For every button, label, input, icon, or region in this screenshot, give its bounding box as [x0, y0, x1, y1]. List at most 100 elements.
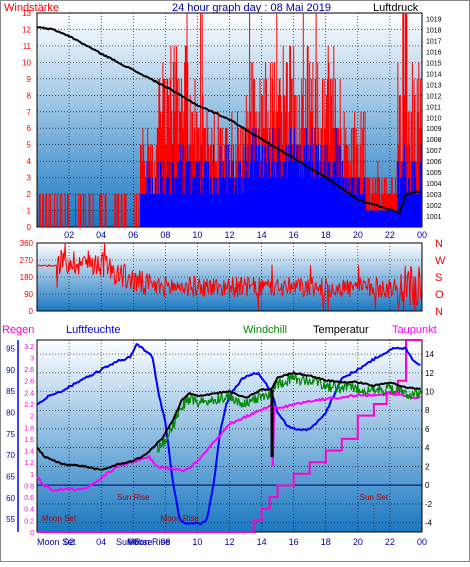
wind-y-tick-label: 5	[27, 141, 32, 150]
wind-y-tick-label: 11	[23, 42, 32, 51]
pressure-y-tick-label: 1015	[426, 60, 442, 67]
climate-x-tick-label: 02	[64, 537, 74, 547]
wind-y-tick-label: 9	[27, 75, 32, 84]
pressure-y-tick-label: 1018	[426, 27, 442, 34]
astro-annotation: Sun Rise	[117, 493, 150, 502]
rain-y-tick-label: 0.2	[24, 518, 34, 525]
humidity-y-tick-label: 60	[6, 494, 15, 503]
direction-y-tick-label: 90	[24, 290, 33, 299]
dewpoint-line	[36, 391, 421, 493]
temperature-y-tick-label: 2	[425, 462, 430, 471]
rain-y-tick-label: 3.2	[24, 344, 34, 351]
wind-x-tick-label: 10	[192, 230, 202, 240]
pressure-y-tick-label: 1011	[426, 104, 441, 111]
humidity-y-tick-label: 80	[6, 409, 15, 418]
humidity-y-tick-label: 85	[6, 387, 15, 396]
direction-y-tick-label: 180	[20, 273, 34, 282]
pressure-label: Luftdruck	[373, 2, 419, 14]
wind-y-tick-label: 1	[27, 207, 32, 216]
wind-x-tick-label: 04	[96, 230, 106, 240]
wind-direction-series	[36, 242, 422, 311]
climate-x-tick-label: 04	[96, 537, 106, 547]
dewpoint-label: Taupunkt	[392, 324, 437, 336]
pressure-y-tick-label: 1010	[426, 115, 442, 122]
chart-title: 24 hour graph day : 08 Mai 2019	[172, 2, 331, 14]
climate-x-tick-label: 22	[385, 537, 395, 547]
astro-annotation: Sun Set	[360, 493, 389, 502]
pressure-y-tick-label: 1005	[426, 170, 442, 177]
direction-y-tick-label: 0	[29, 307, 34, 316]
climate-x-tick-label: 06	[128, 537, 138, 547]
wind-x-tick-label: 16	[289, 230, 299, 240]
wind-y-tick-label: 3	[27, 174, 32, 183]
rain-y-tick-label: 0.8	[24, 483, 34, 490]
climate-panel-grid	[37, 340, 423, 532]
temperature-y-tick-label: 0	[425, 481, 430, 490]
direction-y-tick-label: 270	[20, 256, 34, 265]
pressure-y-tick-label: 1004	[426, 181, 442, 188]
wind-x-tick-label: 12	[224, 230, 234, 240]
humidity-y-tick-label: 95	[6, 345, 15, 354]
temperature-y-tick-label: 10	[425, 388, 434, 397]
temperature-y-tick-label: 4	[425, 444, 430, 453]
rain-y-tick-label: 3	[30, 355, 34, 362]
wind-y-tick-label: 2	[27, 190, 32, 199]
pressure-y-tick-label: 1016	[426, 49, 442, 56]
wind-strength-label: Windstärke	[4, 2, 59, 14]
climate-x-tick-label: 14	[257, 537, 267, 547]
humidity-y-tick-label: 55	[6, 515, 15, 524]
rain-y-tick-label: 1.2	[24, 460, 34, 467]
wind-x-tick-label: 02	[64, 230, 74, 240]
climate-series	[36, 339, 422, 533]
compass-label: O	[435, 289, 444, 301]
wind-x-tick-label: 22	[385, 230, 395, 240]
wind-x-tick-label: 08	[160, 230, 170, 240]
wind-y-tick-label: 10	[22, 58, 31, 67]
climate-x-tick-label: 10	[192, 537, 202, 547]
humidity-y-tick-label: 70	[6, 451, 15, 460]
temperature-y-tick-label: 8	[425, 406, 430, 415]
pressure-y-tick-label: 1006	[426, 159, 442, 166]
humidity-line	[36, 343, 421, 526]
wind-x-tick-label: 14	[257, 230, 267, 240]
climate-x-tick-label: 12	[224, 537, 234, 547]
pressure-y-tick-label: 1001	[426, 214, 442, 221]
temperature-y-tick-label: -2	[425, 500, 433, 509]
temperature-y-tick-label: -4	[425, 519, 433, 528]
climate-x-tick-label: 08	[160, 537, 170, 547]
wind-bars	[140, 128, 422, 227]
pressure-y-tick-label: 1013	[426, 82, 442, 89]
wind-panel-axes: 02 04 06 08 10 12 14 16 18 20 22 000123456789101112…	[22, 9, 442, 240]
compass-label: W	[435, 255, 446, 267]
rain-y-tick-label: 1.8	[24, 425, 34, 432]
sun-rise-bottom-label: Sun Rise	[116, 537, 153, 547]
pressure-y-tick-label: 1014	[426, 71, 442, 78]
compass-label: N	[435, 238, 443, 250]
pressure-series	[36, 26, 421, 216]
rain-y-tick-label: 2.8	[24, 367, 34, 374]
moon-set-bottom-label: Moon Set	[37, 537, 76, 547]
wind-y-tick-label: 6	[27, 124, 32, 133]
pressure-y-tick-label: 1009	[426, 126, 442, 133]
wind-x-tick-label: 00	[417, 230, 427, 240]
wind-speed-series	[140, 128, 422, 227]
humidity-label: Luftfeuchte	[66, 324, 120, 336]
humidity-y-tick-label: 90	[6, 366, 15, 375]
rain-y-tick-label: 1	[30, 472, 34, 479]
climate-x-tick-label: 18	[321, 537, 331, 547]
pressure-y-tick-label: 1008	[426, 137, 442, 144]
astro-annotation: Moon Set	[42, 514, 77, 523]
rain-y-tick-label: 1.4	[24, 449, 34, 456]
pressure-y-tick-label: 1007	[426, 148, 442, 155]
rain-y-tick-label: 0	[30, 530, 34, 537]
compass-label: N	[435, 306, 443, 318]
climate-x-tick-label: 16	[289, 537, 299, 547]
temperature-y-tick-label: 6	[425, 425, 430, 434]
rain-line	[37, 339, 422, 533]
rain-y-tick-label: 1.6	[24, 437, 34, 444]
wind-x-tick-label: 06	[128, 230, 138, 240]
wind-y-tick-label: 8	[27, 91, 32, 100]
pressure-y-tick-label: 1017	[426, 38, 442, 45]
